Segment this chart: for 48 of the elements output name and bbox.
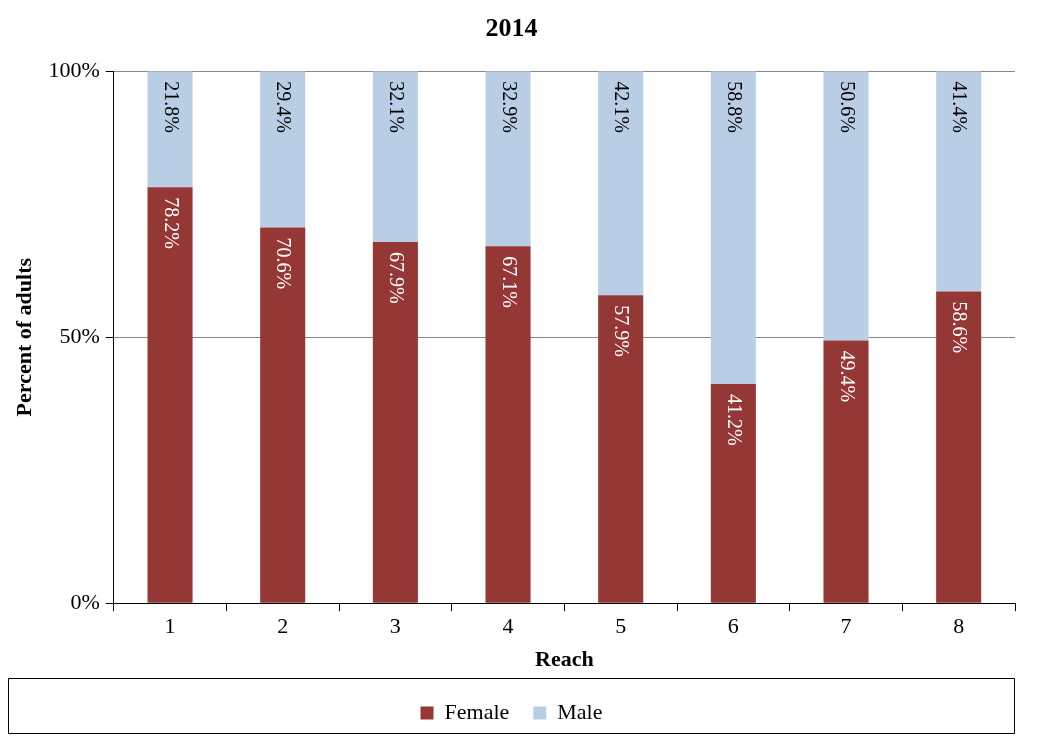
data-label: 21.8%: [160, 81, 183, 133]
data-label: 32.1%: [386, 81, 409, 133]
data-label: 58.6%: [949, 301, 972, 354]
data-label: 50.6%: [836, 81, 859, 133]
bar: [823, 340, 869, 603]
bar: [936, 291, 982, 603]
x-tick-label: 3: [389, 613, 401, 639]
bar: [936, 71, 982, 292]
data-label: 29.4%: [273, 81, 296, 133]
x-tick-label: 2: [277, 613, 289, 639]
bar: [710, 71, 756, 385]
bar: [147, 187, 193, 603]
data-label: 78.2%: [160, 197, 183, 249]
y-tick-label: 50%: [59, 322, 100, 348]
data-label: 67.1%: [498, 256, 521, 308]
bar: [710, 384, 756, 603]
y-tick-label: 0%: [70, 588, 100, 614]
data-label: 42.1%: [611, 81, 634, 133]
bar: [485, 71, 531, 247]
data-label: 58.8%: [724, 81, 747, 133]
y-axis-title: Percent of adults: [10, 257, 36, 417]
bar: [147, 71, 193, 188]
bar: [485, 246, 531, 603]
x-tick-label: 8: [953, 613, 965, 639]
legend-label: Female: [444, 698, 510, 724]
data-label: 67.9%: [386, 251, 409, 304]
bar: [372, 71, 418, 242]
data-label: 49.4%: [836, 350, 859, 403]
x-tick-label: 7: [840, 613, 852, 639]
bar: [598, 295, 644, 603]
bar: [372, 241, 418, 603]
data-label: 41.2%: [724, 394, 747, 446]
bar: [260, 71, 306, 228]
chart-title: 2014: [485, 13, 538, 43]
y-tick-label: 100%: [48, 56, 100, 82]
x-tick-label: 4: [502, 613, 514, 639]
legend-label: Male: [557, 698, 603, 724]
x-axis-title: Reach: [535, 646, 594, 672]
x-tick-label: 1: [164, 613, 176, 639]
data-label: 41.4%: [949, 81, 972, 133]
bar: [260, 227, 306, 603]
data-label: 70.6%: [273, 237, 296, 290]
x-tick-label: 5: [615, 613, 627, 639]
bar: [598, 71, 644, 296]
bar: [823, 71, 869, 341]
data-label: 32.9%: [498, 81, 521, 133]
x-tick-label: 6: [727, 613, 739, 639]
data-label: 57.9%: [611, 305, 634, 357]
